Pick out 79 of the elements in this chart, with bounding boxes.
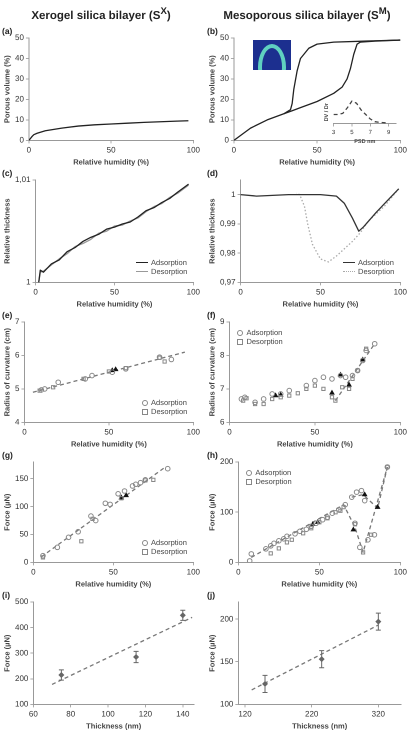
x-tick-label: 100: [186, 427, 201, 436]
y-tick-label: 100: [14, 502, 29, 511]
x-tick-label: 50: [310, 427, 320, 436]
y-tick-label: 100: [220, 700, 234, 709]
x-tick-label: 100: [186, 145, 201, 154]
x-tick-label: 100: [394, 145, 408, 154]
x-tick-label: 50: [104, 427, 114, 436]
y-tick-label: 0: [19, 136, 24, 145]
y-tick-label: 5: [14, 384, 20, 394]
text: (c): [2, 168, 12, 178]
x-tick-label: 50: [312, 145, 322, 154]
y-tick-label: 40: [220, 54, 230, 63]
y-tick-label: 100: [220, 507, 234, 516]
text: (a): [2, 26, 12, 36]
x-tick-label: 60: [28, 709, 38, 718]
y-tick-label: 200: [220, 457, 234, 466]
y-tick-label: 0,99: [220, 219, 236, 228]
x-tick-label: 100: [394, 287, 408, 296]
x-tick-label: 140: [176, 709, 190, 718]
x-tick-label: 0: [238, 287, 244, 296]
y-tick-label: 150: [220, 656, 234, 666]
y-tick-label: 0: [24, 558, 29, 567]
y-tick-label: 50: [14, 33, 24, 42]
x-tick-label: 100: [394, 567, 408, 576]
text: (g): [2, 450, 13, 460]
y-tick-label: 50: [220, 33, 230, 42]
x-tick-label: 50: [108, 567, 118, 576]
x-tick-label: 100: [394, 427, 408, 436]
x-tick-label: 100: [186, 567, 201, 576]
text: (e): [2, 310, 12, 320]
y-tick-label: 30: [220, 74, 230, 84]
y-tick-label: 40: [14, 54, 24, 63]
y-tick-label: 300: [14, 648, 29, 658]
y-tick-label: 0: [224, 136, 230, 145]
x-tick-label: 50: [110, 287, 120, 296]
y-tick-label: 30: [14, 74, 24, 84]
x-tick-label: 50: [316, 287, 326, 296]
x-tick-label: 120: [138, 709, 153, 718]
y-tick-label: 100: [14, 700, 29, 709]
x-tick-label: 220: [304, 709, 319, 718]
y-tick-label: 500: [14, 597, 29, 606]
y-tick-label: 400: [14, 622, 29, 632]
y-tick-label: 0,97: [220, 278, 236, 287]
text: (f): [207, 310, 216, 320]
y-tick-label: 150: [14, 474, 29, 483]
chart-title: Mesoporous silica bilayer (S$^{M}$): [222, 5, 392, 24]
y-tick-label: 0: [228, 558, 234, 567]
text: (b): [207, 26, 218, 36]
y-tick-label: 7: [14, 317, 20, 326]
y-tick-label: 7: [220, 384, 225, 394]
y-tick-label: 1: [231, 190, 236, 199]
x-tick-label: 100: [101, 709, 116, 718]
text: (h): [207, 450, 218, 460]
text: (d): [207, 168, 218, 178]
y-tick-label: 10: [220, 115, 230, 124]
text: (i): [2, 590, 10, 600]
y-tick-label: 200: [220, 614, 234, 624]
y-tick-label: 0,98: [220, 248, 236, 258]
x-tick-label: 50: [106, 145, 116, 154]
y-tick-label: 1,01: [14, 175, 32, 184]
y-tick-label: 20: [220, 94, 230, 104]
y-tick-label: 1: [26, 278, 32, 287]
y-tick-label: 9: [220, 317, 225, 326]
x-tick-label: 80: [66, 709, 76, 718]
y-tick-label: 200: [14, 674, 29, 684]
chart-title: Xerogel silica bilayer (S$^{X}$): [30, 5, 172, 24]
text: (j): [207, 590, 216, 600]
x-tick-label: 320: [372, 709, 386, 718]
y-tick-label: 10: [14, 115, 24, 124]
y-tick-label: 8: [220, 350, 225, 360]
y-tick-label: 6: [14, 350, 20, 360]
y-tick-label: 4: [14, 418, 20, 427]
x-tick-label: 100: [186, 287, 201, 296]
y-tick-label: 50: [19, 530, 29, 539]
x-tick-label: 120: [238, 709, 252, 718]
x-tick-label: 50: [314, 567, 324, 576]
x-tick-label: 0: [33, 287, 38, 296]
y-tick-label: 20: [14, 94, 24, 104]
y-tick-label: 6: [220, 418, 225, 427]
